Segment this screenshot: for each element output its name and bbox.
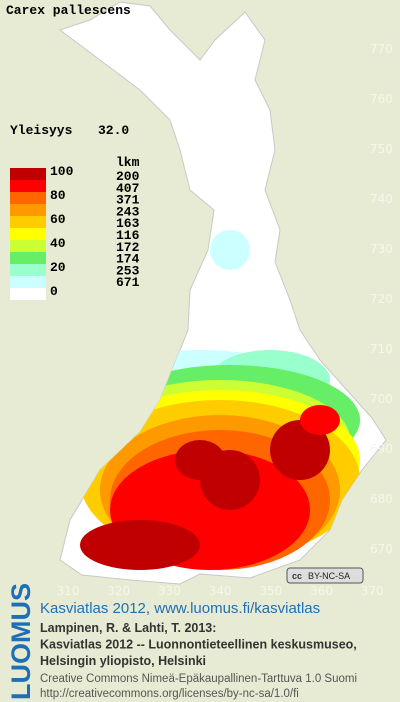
scale-label: 80 bbox=[50, 188, 66, 203]
occurrence-area bbox=[270, 420, 330, 480]
x-axis-label: 310 bbox=[57, 584, 80, 598]
legend-swatch bbox=[10, 204, 46, 216]
legend-swatch bbox=[10, 216, 46, 228]
cc-mark: cc bbox=[292, 571, 302, 581]
legend-swatch bbox=[10, 276, 46, 288]
occurrence-area bbox=[300, 405, 340, 435]
x-axis-label: 340 bbox=[209, 584, 232, 598]
count-label: 407 bbox=[116, 181, 139, 196]
footer-text: Lampinen, R. & Lahti, T. 2013: Kasviatlas… bbox=[40, 621, 357, 700]
citation-line: Helsingin yliopisto, Helsinki bbox=[40, 654, 206, 668]
count-label: 116 bbox=[116, 228, 140, 243]
y-axis-label: 710 bbox=[370, 342, 393, 356]
y-axis-label: 730 bbox=[370, 242, 393, 256]
y-axis-label: 690 bbox=[370, 442, 393, 456]
link[interactable]: Kasviatlas 2012, www.luomus.fi/kasviatla… bbox=[40, 600, 320, 617]
count-label: 371 bbox=[116, 193, 140, 208]
axes: 310 320 330 340 350 360 370 670 680 690 700 710 720 7… bbox=[57, 42, 393, 598]
count-header: lkm bbox=[116, 155, 140, 170]
legend-swatch bbox=[10, 240, 46, 252]
occurrence-area bbox=[80, 520, 200, 570]
y-axis-label: 770 bbox=[370, 42, 393, 56]
citation-line: Kasviatlas 2012 -- Luonnontieteellinen k… bbox=[40, 638, 357, 652]
count-label: 671 bbox=[116, 275, 140, 290]
x-axis-label: 350 bbox=[259, 584, 282, 598]
index-value: 32.0 bbox=[98, 123, 129, 138]
count-label: 253 bbox=[116, 263, 140, 278]
scale-label: 20 bbox=[50, 260, 66, 275]
count-label: 163 bbox=[116, 216, 140, 231]
y-axis-label: 700 bbox=[370, 392, 393, 406]
count-label: 172 bbox=[116, 240, 140, 255]
y-axis-label: 670 bbox=[370, 542, 393, 556]
y-axis-label: 680 bbox=[370, 492, 393, 506]
index-label: Yleisyys bbox=[10, 123, 73, 138]
badge-text: BY-NC-SA bbox=[308, 571, 350, 581]
license-line: http://creativecommons.org/licenses/by-n… bbox=[40, 688, 299, 700]
legend-swatch bbox=[10, 192, 46, 204]
x-axis-label: 370 bbox=[361, 584, 384, 598]
y-axis-label: 740 bbox=[370, 192, 393, 206]
brand: LUOMUS bbox=[6, 583, 36, 700]
count-label: 243 bbox=[116, 204, 140, 219]
legend-swatch bbox=[10, 180, 46, 192]
legend-swatch bbox=[10, 264, 46, 276]
occurrence-area bbox=[210, 230, 250, 270]
y-axis-label: 760 bbox=[370, 92, 393, 106]
y-axis-label: 720 bbox=[370, 292, 393, 306]
legend-swatch bbox=[10, 288, 46, 300]
scale-label: 40 bbox=[50, 236, 66, 251]
legend-swatch bbox=[10, 252, 46, 264]
legend: 1008060402002004073712431631161721742536… bbox=[10, 164, 140, 300]
license-badge bbox=[286, 567, 364, 584]
species-title: Carex pallescens bbox=[6, 3, 131, 18]
x-axis-label: 320 bbox=[107, 584, 130, 598]
scale-label: 100 bbox=[50, 164, 74, 179]
legend-swatch bbox=[10, 168, 46, 180]
citation-line: Lampinen, R. & Lahti, T. 2013: bbox=[40, 621, 216, 635]
x-axis-label: 360 bbox=[310, 584, 333, 598]
legend-swatch bbox=[10, 228, 46, 240]
distribution bbox=[70, 230, 360, 570]
x-axis-label: 330 bbox=[158, 584, 181, 598]
scale-label: 60 bbox=[50, 212, 66, 227]
occurrence-area bbox=[175, 440, 225, 480]
count-label: 174 bbox=[116, 252, 140, 267]
scale-label: 0 bbox=[50, 284, 58, 299]
license-line: Creative Commons Nimeä-Epäkaupallinen-Ta… bbox=[40, 673, 357, 685]
count-label: 200 bbox=[116, 169, 140, 184]
y-axis-label: 750 bbox=[370, 142, 393, 156]
